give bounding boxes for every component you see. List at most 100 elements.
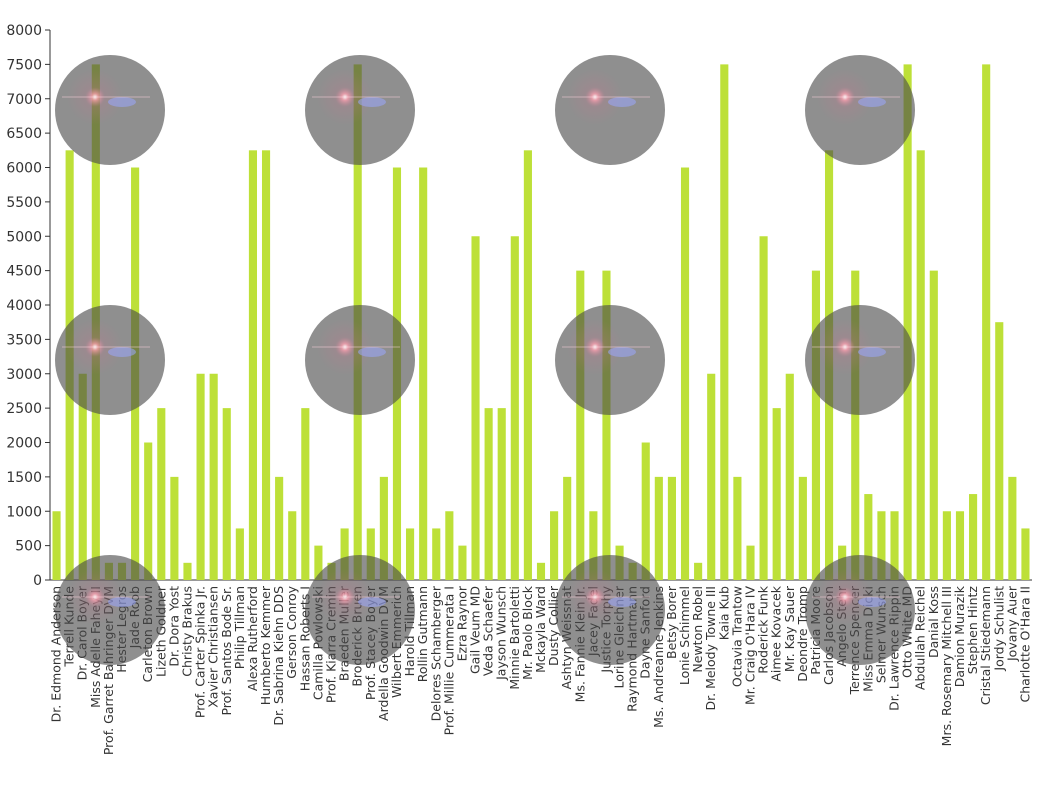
bar [1021, 528, 1030, 580]
x-tick-label: Octavia Trantow [729, 586, 744, 687]
x-tick-label: Rollin Gutmann [415, 586, 430, 682]
bar [680, 167, 690, 580]
x-tick-label: Abdullah Reichel [913, 586, 928, 690]
y-tick-label: 500 [15, 539, 42, 555]
x-tick-label: Stephen Hintz [965, 586, 980, 675]
x-tick-label: Prof. Santos Bode Sr. [219, 586, 234, 716]
x-tick-label: Christy Brakus [179, 586, 194, 677]
y-tick-label: 5500 [6, 195, 42, 211]
bar [366, 528, 375, 580]
bar [602, 270, 611, 580]
x-tick-label: Jordy Schulist [991, 586, 1006, 672]
x-tick-label: Roderick Funk [756, 585, 771, 673]
bar [942, 511, 951, 580]
bar [890, 511, 899, 580]
x-tick-label: Damion Murazik [952, 585, 967, 687]
lens-flare-decoration [55, 55, 165, 165]
bar [929, 270, 938, 580]
x-tick-label: Delores Schamberger [428, 585, 443, 721]
bar [144, 442, 153, 580]
flare-overlay [55, 55, 915, 665]
bar [484, 408, 493, 580]
lens-flare-decoration [555, 55, 665, 165]
bar [379, 476, 388, 580]
bar [576, 270, 585, 580]
bar [877, 511, 886, 580]
bar [916, 150, 925, 580]
x-tick-label: Mr. Paolo Block [520, 585, 535, 680]
bar [785, 373, 794, 580]
y-tick-label: 4500 [6, 264, 42, 280]
y-tick-label: 7000 [6, 92, 42, 108]
bar [183, 562, 192, 580]
y-tick-label: 2000 [6, 436, 42, 452]
x-tick-label: Betsy Borer [664, 585, 679, 659]
x-tick-label: Humberto Kemmer [258, 585, 273, 705]
bar [720, 64, 729, 580]
bar [497, 408, 506, 580]
bar [641, 442, 650, 580]
lens-flare-decoration [55, 555, 165, 665]
bar [694, 562, 703, 580]
bar [550, 511, 559, 580]
y-tick-label: 4000 [6, 298, 42, 314]
lens-flare-decoration [805, 55, 915, 165]
x-tick-label: Mckayla Ward [533, 586, 548, 673]
x-tick-label: Charlotte O'Hara II [1017, 586, 1032, 703]
y-tick-label: 6000 [6, 161, 42, 177]
bar [798, 476, 807, 580]
x-tick-label: Gerson Conroy [284, 585, 299, 678]
bar [589, 511, 598, 580]
bar [982, 64, 991, 580]
bar [432, 528, 441, 580]
x-tick-label: Kaia Kub [716, 586, 731, 640]
x-tick-label: Jovany Auer [1004, 585, 1019, 662]
bar [275, 476, 284, 580]
bar [523, 150, 532, 580]
x-tick-label: Jayson Wunsch [494, 586, 509, 681]
x-tick-label: Dr. Dora Yost [166, 586, 181, 667]
y-tick-label: 2500 [6, 401, 42, 417]
bar [209, 373, 218, 580]
bar [903, 64, 912, 580]
y-tick-label: 1500 [6, 470, 42, 486]
x-tick-label: Ezra Raynor [454, 585, 469, 661]
bar [733, 476, 742, 580]
x-tick-label: Mr. Craig O'Hara IV [742, 586, 757, 705]
x-tick-label: Cristal Stiedemann [978, 586, 993, 705]
bar [261, 150, 271, 580]
bar [510, 236, 519, 580]
bar [654, 476, 663, 580]
x-tick-label: Prof. Carter Spinka Jr. [193, 586, 208, 718]
bar [746, 545, 755, 580]
bar [772, 408, 781, 580]
y-tick-label: 6500 [6, 126, 42, 142]
bar [288, 511, 297, 580]
bar [955, 511, 965, 580]
x-tick-label: Xavier Christiansen [206, 586, 221, 708]
bar [458, 545, 467, 580]
bar [314, 545, 323, 580]
y-tick-label: 3500 [6, 332, 42, 348]
lens-flare-decoration [305, 305, 415, 415]
lens-flare-decoration [305, 55, 415, 165]
bar [1008, 476, 1017, 580]
x-tick-label: Minnie Bartoletti [507, 586, 522, 690]
x-tick-label: Dr. Sabrina Kiehn DDS [271, 586, 286, 726]
bar [667, 476, 676, 580]
bar [563, 476, 572, 580]
y-tick-label: 3000 [6, 367, 42, 383]
x-tick-label: Philip Tillman [232, 586, 247, 669]
bar [248, 150, 258, 580]
lens-flare-decoration [55, 305, 165, 415]
y-axis: 0 500 1000 1500 2000 2500 3000 3500 4000 4500 5000… [6, 23, 1032, 589]
lens-flare-decoration [805, 305, 915, 415]
x-tick-label: Dr. Melody Towne III [703, 586, 718, 711]
bar [969, 494, 978, 580]
bar [864, 494, 873, 580]
lens-flare-decoration [805, 555, 915, 665]
bar [157, 408, 166, 580]
bar [301, 408, 310, 580]
x-tick-label: Alexa Rutherford [245, 586, 260, 691]
